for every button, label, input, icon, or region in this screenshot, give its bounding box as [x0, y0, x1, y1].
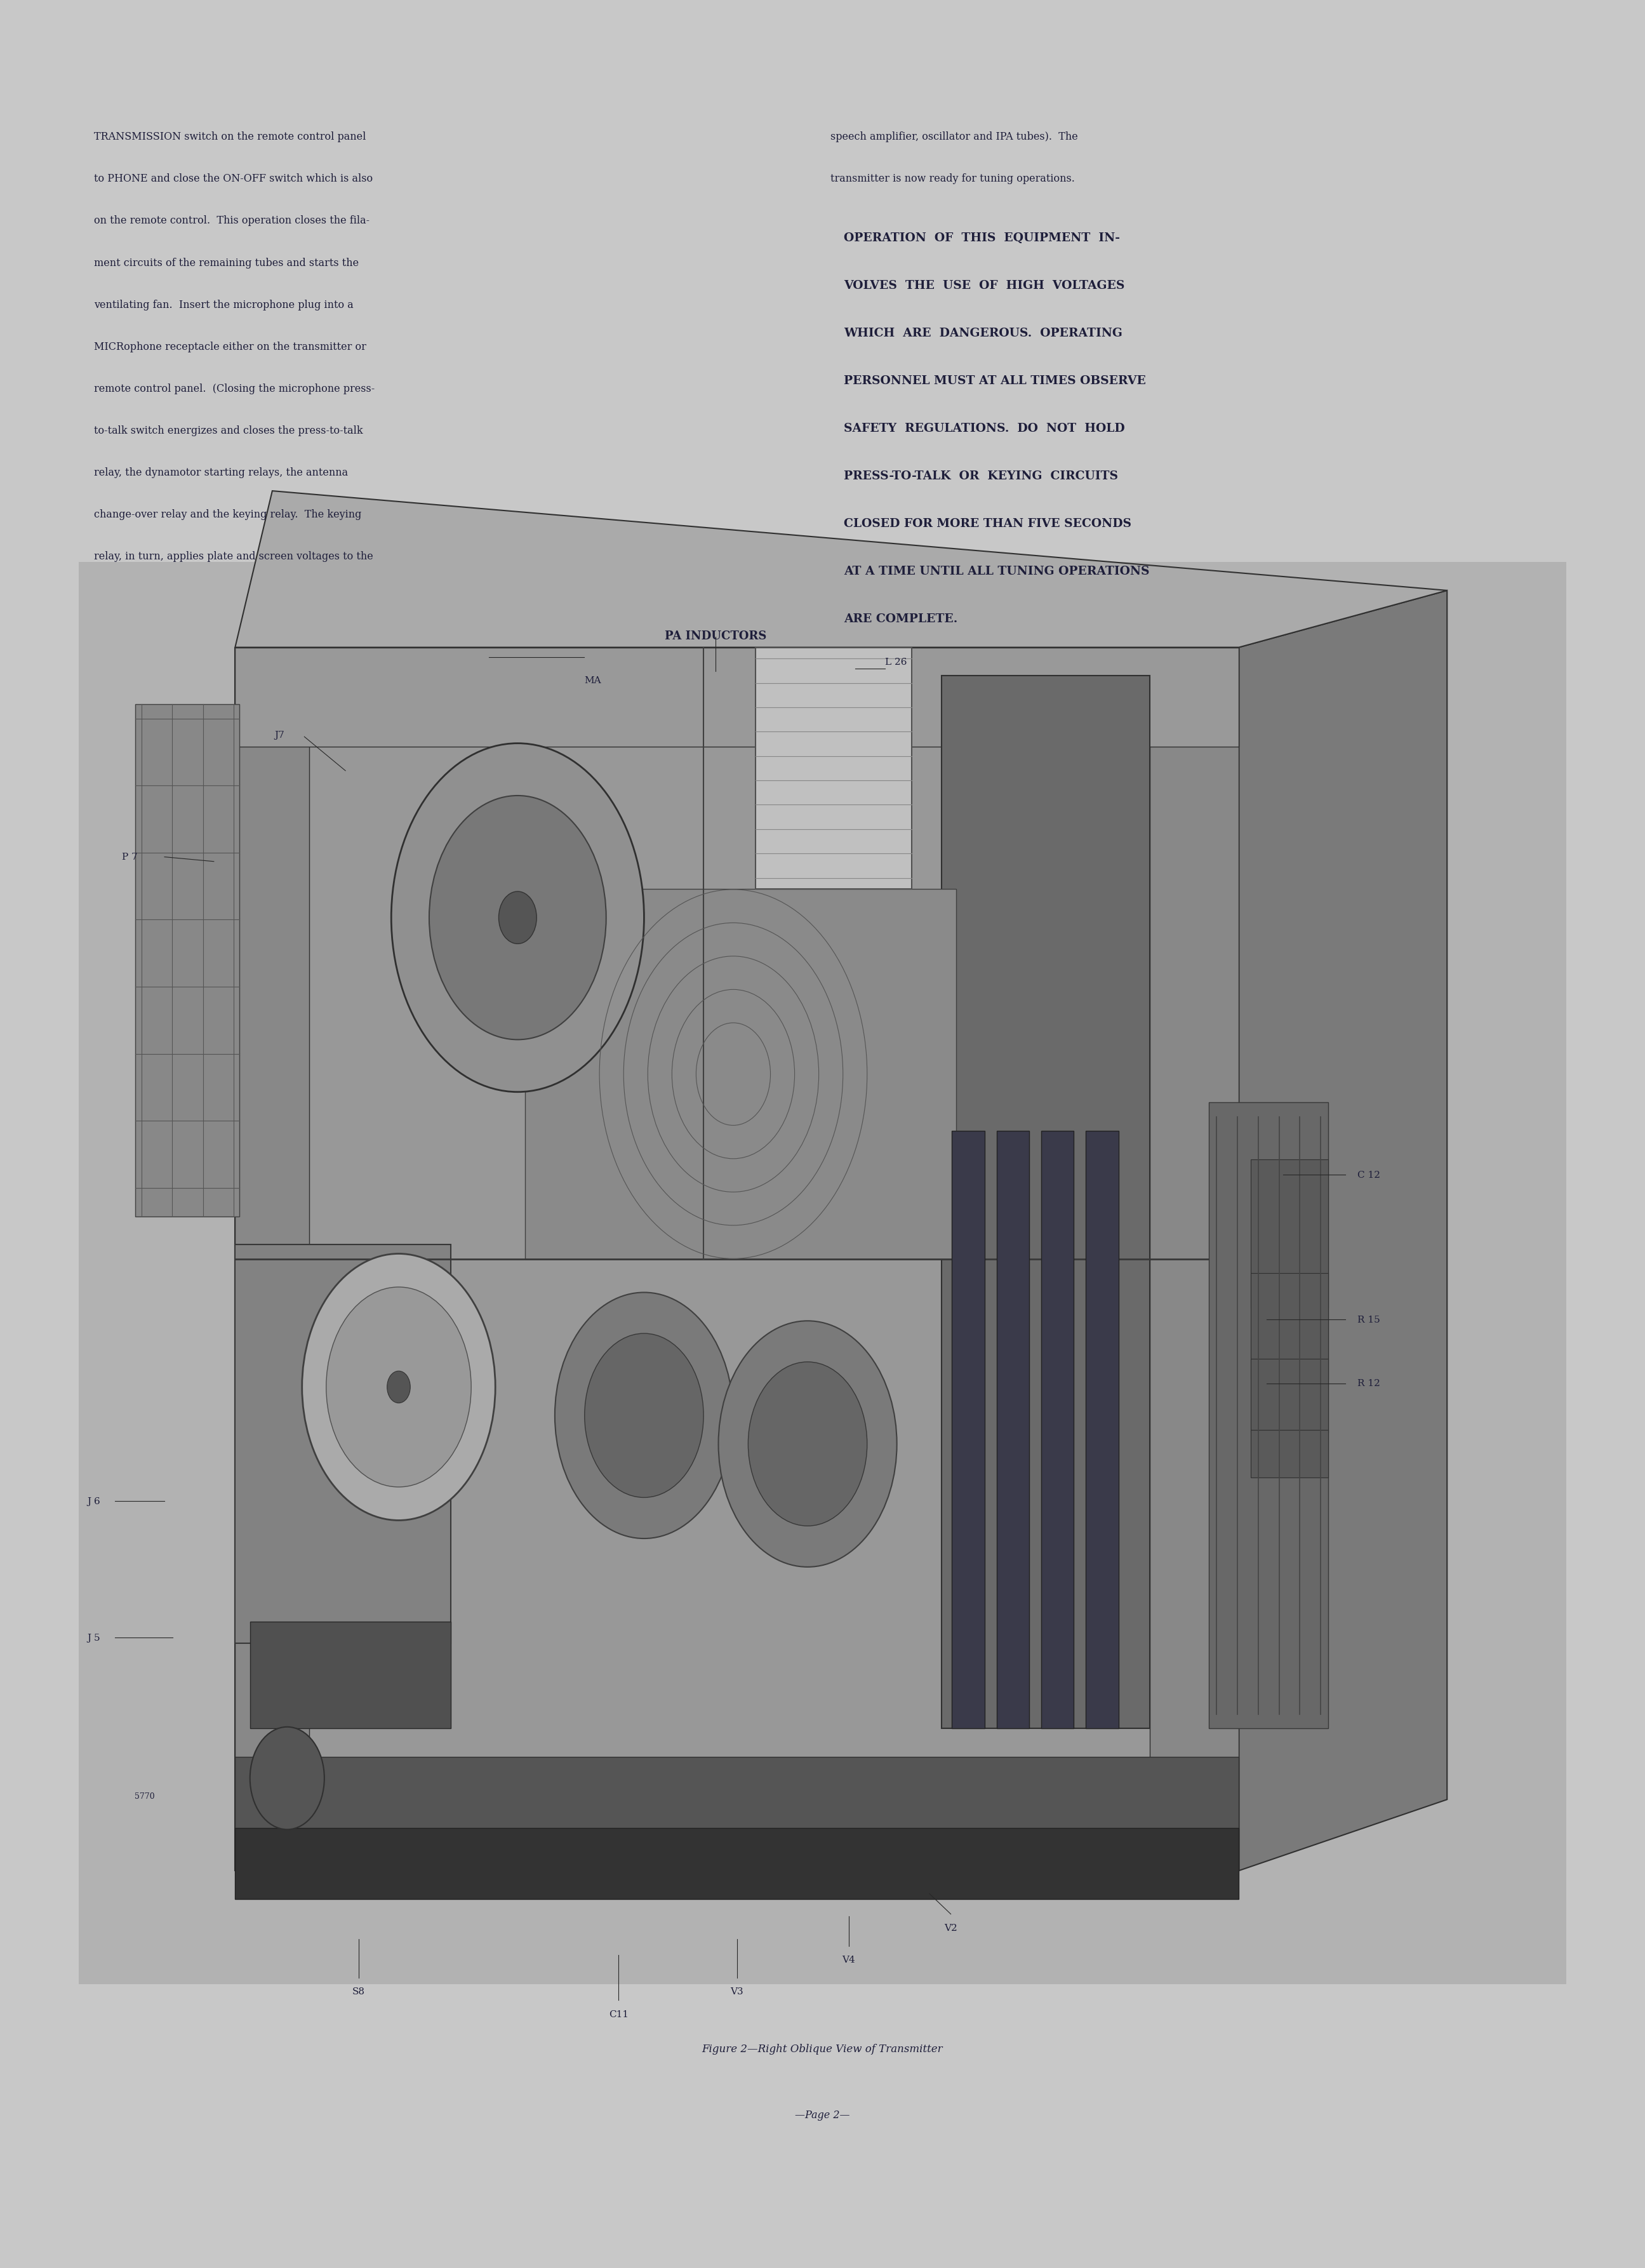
Bar — [1086, 1132, 1119, 1728]
Text: CLOSED FOR MORE THAN FIVE SECONDS: CLOSED FOR MORE THAN FIVE SECONDS — [844, 517, 1132, 528]
Text: MA: MA — [584, 676, 600, 685]
Bar — [1250, 1159, 1328, 1309]
Bar — [235, 1828, 1239, 1898]
Text: speech amplifier, oscillator and IPA tubes).  The: speech amplifier, oscillator and IPA tub… — [831, 132, 1077, 143]
Text: OPERATION  OF  THIS  EQUIPMENT  IN-: OPERATION OF THIS EQUIPMENT IN- — [844, 231, 1120, 243]
Bar — [941, 676, 1150, 1728]
Text: C 12: C 12 — [1357, 1170, 1380, 1179]
Text: PA INDUCTORS: PA INDUCTORS — [665, 631, 767, 642]
Text: S8: S8 — [352, 1987, 365, 1996]
Text: on the remote control.  This operation closes the fila-: on the remote control. This operation cl… — [94, 215, 370, 227]
Bar — [250, 1622, 451, 1728]
Text: —Page 2—: —Page 2— — [795, 2109, 850, 2121]
Text: change-over relay and the keying relay.  The keying: change-over relay and the keying relay. … — [94, 508, 362, 519]
Circle shape — [303, 1254, 495, 1520]
Bar — [1250, 1429, 1328, 1476]
Bar — [997, 1132, 1030, 1728]
Text: C11: C11 — [609, 2009, 628, 2019]
Text: J 6: J 6 — [87, 1497, 100, 1506]
Bar — [1041, 1132, 1074, 1728]
Bar — [525, 889, 956, 1259]
Text: AT A TIME UNTIL ALL TUNING OPERATIONS: AT A TIME UNTIL ALL TUNING OPERATIONS — [844, 565, 1150, 576]
Text: PERSONNEL MUST AT ALL TIMES OBSERVE: PERSONNEL MUST AT ALL TIMES OBSERVE — [844, 374, 1147, 386]
Bar — [235, 649, 1239, 748]
Text: Figure 2—Right Oblique View of Transmitter: Figure 2—Right Oblique View of Transmitt… — [702, 2043, 943, 2055]
Text: ventilating fan.  Insert the microphone plug into a: ventilating fan. Insert the microphone p… — [94, 299, 354, 311]
Bar — [1250, 1275, 1328, 1379]
Circle shape — [387, 1372, 410, 1404]
Polygon shape — [235, 492, 1448, 649]
Text: J 5: J 5 — [87, 1633, 100, 1642]
Circle shape — [250, 1726, 324, 1830]
Text: J7: J7 — [275, 730, 285, 739]
Bar — [79, 562, 1566, 1984]
Text: V2: V2 — [944, 1923, 957, 1932]
Bar — [235, 649, 309, 1871]
Bar — [1150, 649, 1239, 1871]
Text: to PHONE and close the ON-OFF switch which is also: to PHONE and close the ON-OFF switch whi… — [94, 175, 372, 184]
Text: V4: V4 — [842, 1955, 855, 1964]
Text: SAFETY  REGULATIONS.  DO  NOT  HOLD: SAFETY REGULATIONS. DO NOT HOLD — [844, 422, 1125, 433]
Polygon shape — [135, 705, 240, 1216]
Text: remote control panel.  (Closing the microphone press-: remote control panel. (Closing the micro… — [94, 383, 375, 395]
Text: 5770: 5770 — [135, 1792, 155, 1801]
Text: transmitter is now ready for tuning operations.: transmitter is now ready for tuning oper… — [831, 175, 1076, 184]
Text: relay, the dynamotor starting relays, the antenna: relay, the dynamotor starting relays, th… — [94, 467, 347, 479]
Text: P 7: P 7 — [122, 853, 138, 862]
Circle shape — [584, 1334, 704, 1497]
Text: ment circuits of the remaining tubes and starts the: ment circuits of the remaining tubes and… — [94, 259, 359, 268]
Circle shape — [748, 1363, 867, 1526]
Circle shape — [554, 1293, 734, 1538]
Bar — [235, 649, 1239, 1871]
Circle shape — [326, 1288, 470, 1488]
Text: V3: V3 — [730, 1987, 744, 1996]
Text: VOLVES  THE  USE  OF  HIGH  VOLTAGES: VOLVES THE USE OF HIGH VOLTAGES — [844, 279, 1125, 290]
Bar — [235, 1245, 451, 1644]
Text: R 12: R 12 — [1357, 1379, 1380, 1388]
Polygon shape — [1239, 592, 1448, 1871]
Circle shape — [392, 744, 645, 1093]
Text: ARE COMPLETE.: ARE COMPLETE. — [844, 612, 957, 624]
Bar — [1250, 1359, 1328, 1433]
Bar — [1209, 1102, 1328, 1728]
Circle shape — [498, 891, 536, 943]
Bar — [235, 1758, 1239, 1871]
Text: PRESS-TO-TALK  OR  KEYING  CIRCUITS: PRESS-TO-TALK OR KEYING CIRCUITS — [844, 469, 1119, 481]
Text: R 15: R 15 — [1357, 1315, 1380, 1325]
Text: WHICH  ARE  DANGEROUS.  OPERATING: WHICH ARE DANGEROUS. OPERATING — [844, 327, 1122, 338]
Text: to-talk switch energizes and closes the press-to-talk: to-talk switch energizes and closes the … — [94, 426, 362, 435]
Bar — [952, 1132, 985, 1728]
Text: TRANSMISSION switch on the remote control panel: TRANSMISSION switch on the remote contro… — [94, 132, 365, 143]
Text: MICRophone receptacle either on the transmitter or: MICRophone receptacle either on the tran… — [94, 342, 367, 352]
Text: relay, in turn, applies plate and screen voltages to the: relay, in turn, applies plate and screen… — [94, 551, 373, 562]
Circle shape — [429, 796, 605, 1041]
Circle shape — [719, 1320, 897, 1567]
Bar — [755, 649, 911, 889]
Text: L 26: L 26 — [885, 658, 906, 667]
